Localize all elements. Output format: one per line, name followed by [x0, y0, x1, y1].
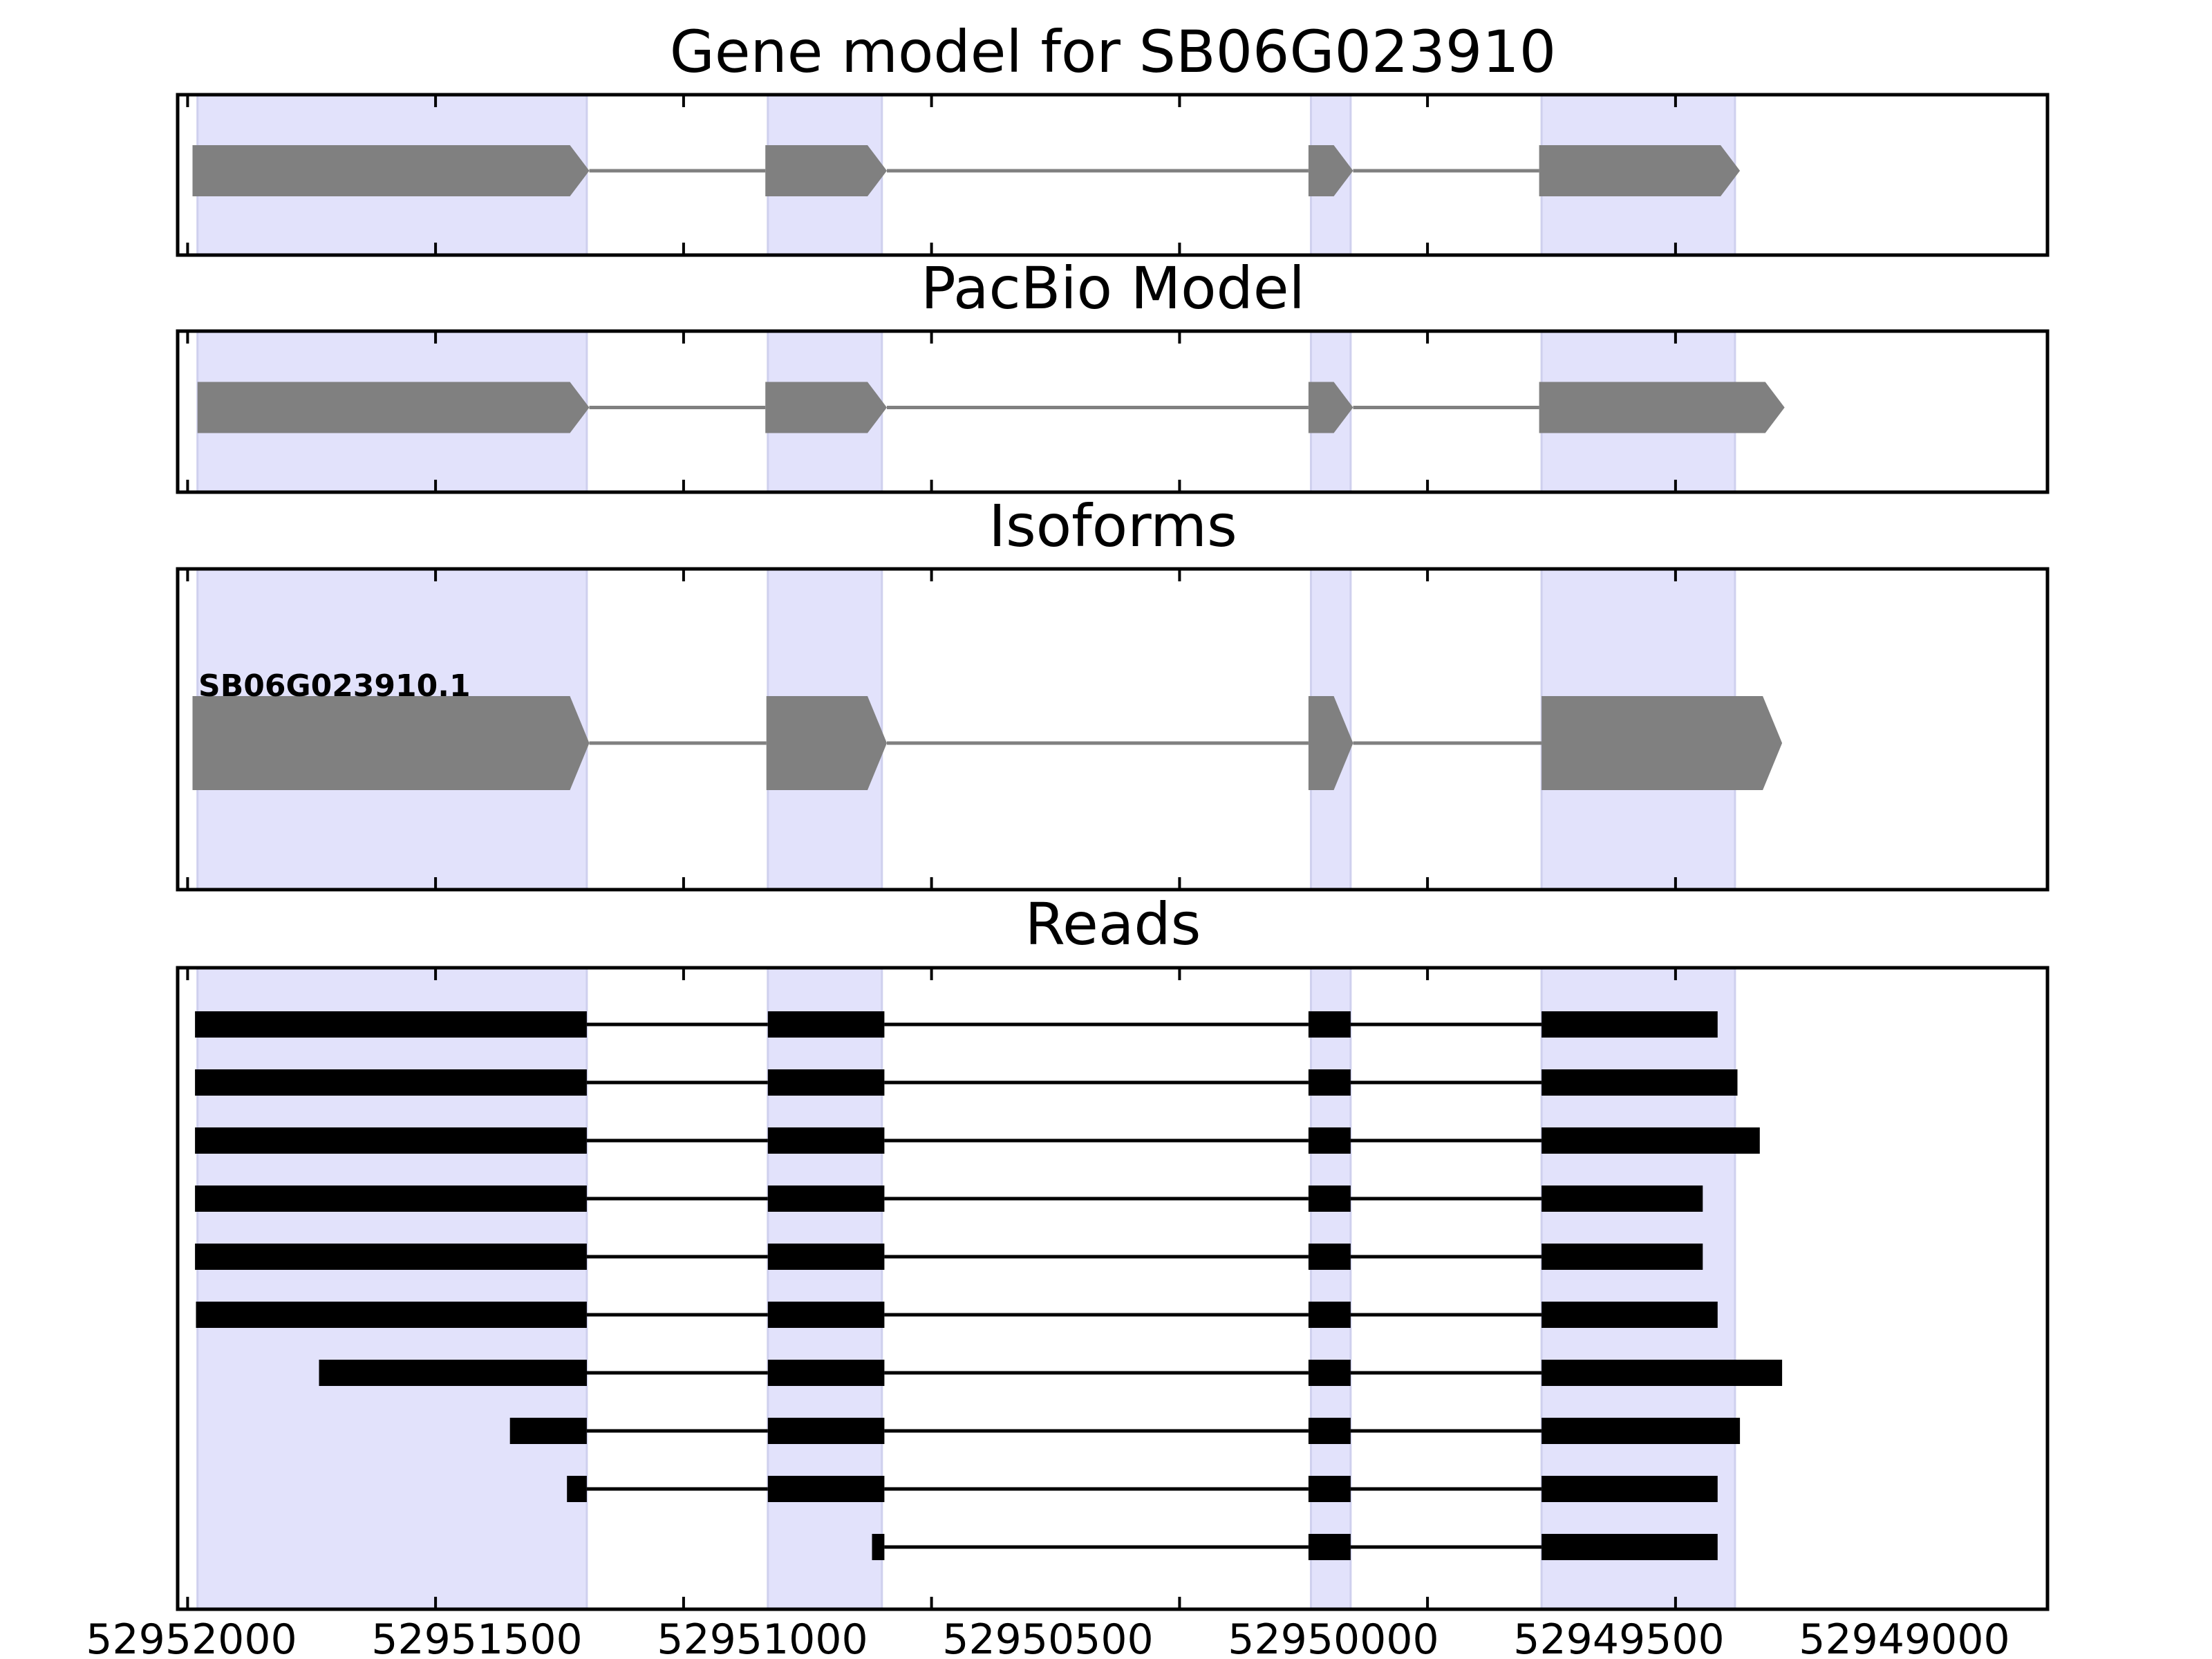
read-block: [195, 1185, 587, 1212]
panel-plot: [176, 93, 2050, 257]
read-block: [1541, 1011, 1718, 1038]
highlight-region: [196, 966, 588, 1611]
read: [195, 1127, 1760, 1154]
read-block: [509, 1418, 587, 1444]
exon: [1308, 145, 1353, 196]
read: [195, 1244, 1703, 1270]
panel-isoforms: Isoforms: [988, 492, 1237, 560]
read-block: [1308, 1185, 1351, 1212]
x-tick-label: 52949000: [1799, 1615, 2009, 1659]
plot-layer: [176, 93, 2050, 1611]
read-block: [1541, 1534, 1718, 1560]
read: [872, 1534, 1718, 1560]
read-block: [767, 1127, 885, 1154]
exon: [765, 382, 887, 433]
read-block: [767, 1244, 885, 1270]
exon: [766, 696, 887, 790]
read: [195, 1185, 1703, 1212]
read-block: [767, 1185, 885, 1212]
read: [195, 1011, 1718, 1038]
read-block: [1308, 1418, 1351, 1444]
read-block: [1541, 1476, 1718, 1502]
exon: [197, 382, 590, 433]
exon: [765, 145, 887, 196]
highlight-region: [767, 966, 883, 1611]
read-block: [767, 1476, 885, 1502]
panel-plot: [176, 966, 2050, 1611]
panel-frame: [176, 93, 2050, 257]
read-block: [195, 1069, 587, 1096]
isoform-label: SB06G023910.1: [198, 668, 471, 704]
x-tick-label: 52950000: [1228, 1615, 1438, 1659]
read-block: [872, 1534, 885, 1560]
exon: [1308, 696, 1353, 790]
read-block: [767, 1069, 885, 1096]
panel-frame: [176, 567, 2050, 892]
isoform-label-group: SB06G023910.1: [198, 668, 471, 704]
x-axis-tick-labels: 52952000 52951500 52951000 52950500 5295…: [86, 1615, 2009, 1659]
read-block: [1308, 1476, 1351, 1502]
read: [196, 1302, 1718, 1328]
read-block: [767, 1011, 885, 1038]
read-block: [1308, 1360, 1351, 1386]
read-block: [1541, 1360, 1783, 1386]
read-block: [1308, 1302, 1351, 1328]
read-block: [767, 1418, 885, 1444]
x-tick-label: 52950500: [942, 1615, 1153, 1659]
read-block: [195, 1011, 587, 1038]
read-block: [567, 1476, 587, 1502]
exon: [192, 145, 590, 196]
exon: [192, 696, 590, 790]
exon: [1539, 382, 1785, 433]
read-block: [1308, 1069, 1351, 1096]
x-tick-label: 52952000: [86, 1615, 297, 1659]
read-block: [195, 1244, 587, 1270]
panel-gene-model: Gene model for SB06G023910: [670, 18, 1556, 86]
panel-title: Reads: [1025, 890, 1201, 958]
highlight-region: [1310, 966, 1352, 1611]
read-block: [1541, 1418, 1741, 1444]
panel-plot: [176, 329, 2050, 494]
panel-title: Isoforms: [988, 492, 1237, 560]
read-block: [1308, 1534, 1351, 1560]
x-tick-label: 52951500: [371, 1615, 582, 1659]
read-block: [1541, 1127, 1760, 1154]
exon: [1308, 382, 1353, 433]
read-block: [319, 1360, 587, 1386]
read-block: [1541, 1185, 1703, 1212]
panel-title: PacBio Model: [921, 254, 1305, 322]
read-block: [196, 1302, 587, 1328]
panel-pacbio-model: PacBio Model: [921, 254, 1305, 322]
read: [195, 1069, 1738, 1096]
exon: [1539, 145, 1741, 196]
panel-frame: [176, 329, 2050, 494]
panel-reads: Reads: [1025, 890, 1201, 958]
read: [509, 1418, 1741, 1444]
read: [567, 1476, 1718, 1502]
read: [319, 1360, 1783, 1386]
exon: [1541, 696, 1783, 790]
read-block: [1541, 1069, 1738, 1096]
read-block: [195, 1127, 587, 1154]
read-block: [767, 1360, 885, 1386]
read-block: [1541, 1302, 1718, 1328]
read-block: [1308, 1244, 1351, 1270]
read-block: [1308, 1011, 1351, 1038]
panel-title: Gene model for SB06G023910: [670, 18, 1556, 86]
read-block: [1541, 1244, 1703, 1270]
x-tick-label: 52949500: [1513, 1615, 1724, 1659]
panel-frame: [176, 966, 2050, 1611]
highlight-region: [1540, 966, 1736, 1611]
panel-plot: [176, 567, 2050, 892]
x-tick-label: 52951000: [657, 1615, 868, 1659]
read-block: [767, 1302, 885, 1328]
read-block: [1308, 1127, 1351, 1154]
